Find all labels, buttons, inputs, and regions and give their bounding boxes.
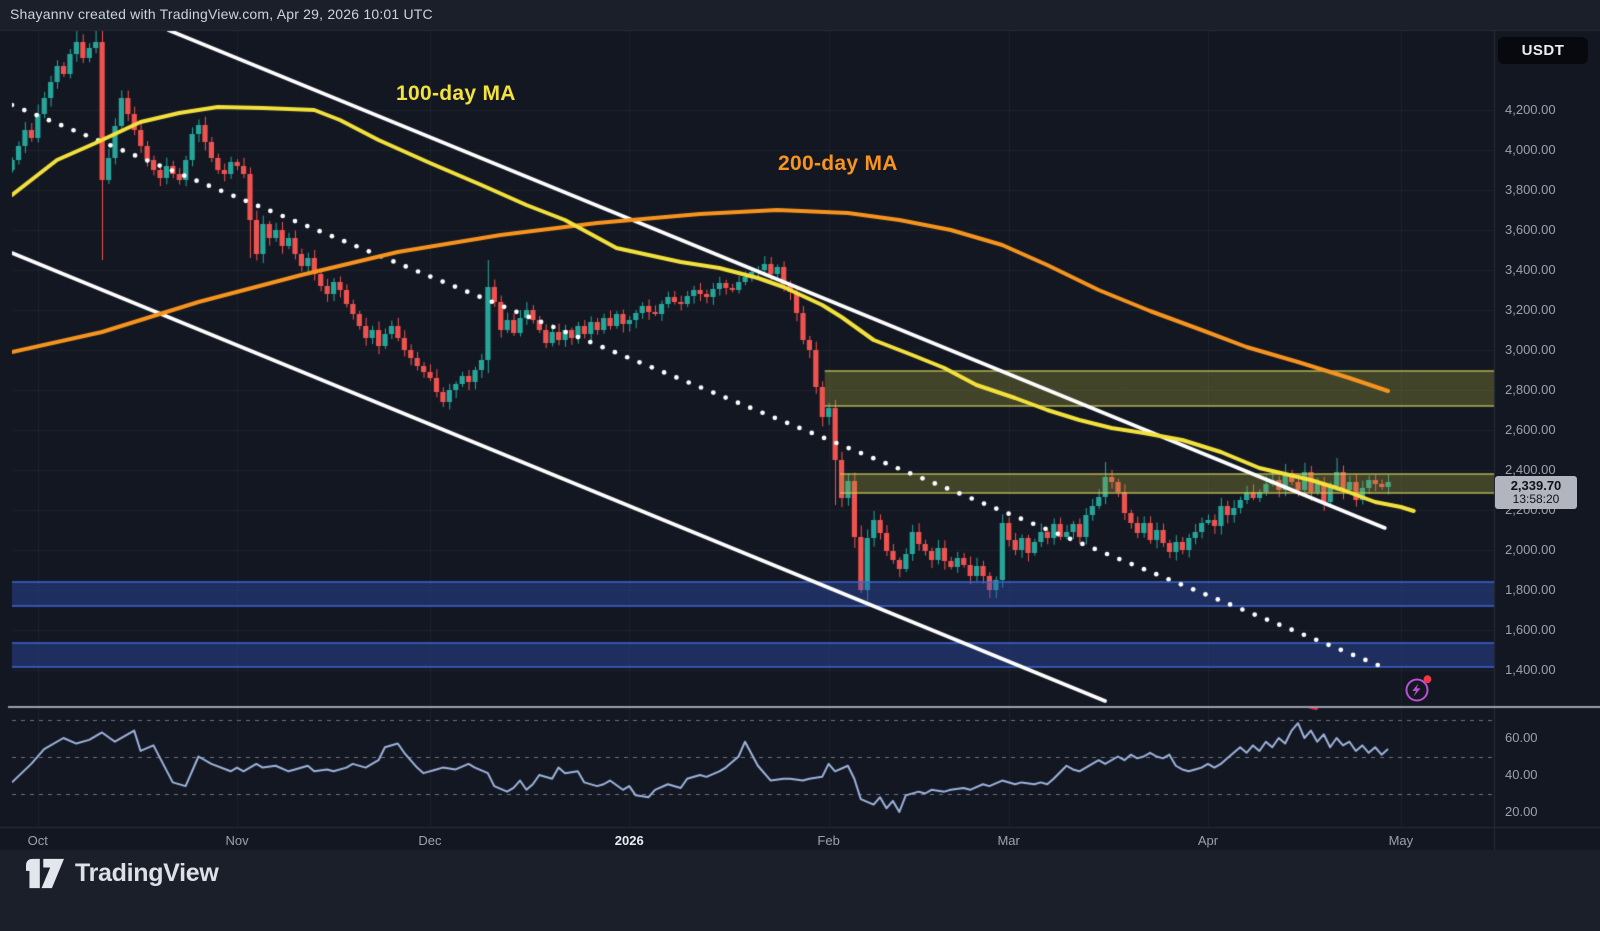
time-axis-label: Oct — [27, 833, 48, 848]
price-axis-label: 1,800.00 — [1505, 582, 1556, 597]
price-axis-label: 3,800.00 — [1505, 182, 1556, 197]
attribution-text: Shayannv created with TradingView.com, A… — [10, 6, 433, 22]
time-axis-label: Nov — [225, 833, 249, 848]
price-axis-label: 2,000.00 — [1505, 542, 1556, 557]
price-axis-label: 1,600.00 — [1505, 622, 1556, 637]
rsi-axis-label: 60.00 — [1505, 730, 1538, 745]
notification-dot — [1423, 675, 1432, 684]
lightning-icon[interactable] — [1402, 675, 1434, 705]
tradingview-logo-icon — [26, 858, 64, 889]
last-price-countdown: 13:58:20 — [1512, 492, 1560, 506]
rsi-axis-label: 40.00 — [1505, 767, 1538, 782]
price-axis-label: 1,400.00 — [1505, 662, 1556, 677]
last-price-value: 2,339.70 — [1510, 478, 1562, 493]
ma100-label: 100-day MA — [396, 82, 516, 105]
currency-toggle-button[interactable]: USDT — [1498, 37, 1588, 64]
time-axis-label: Dec — [418, 833, 442, 848]
price-axis-label: 2,800.00 — [1505, 382, 1556, 397]
tradingview-logo[interactable]: TradingView — [26, 858, 219, 889]
time-axis-label: Feb — [817, 833, 840, 848]
time-axis-label: Mar — [997, 833, 1020, 848]
tradingview-logo-text: TradingView — [75, 859, 219, 887]
time-axis-label: Apr — [1197, 833, 1219, 848]
price-axis-label: 2,400.00 — [1505, 462, 1556, 477]
price-axis-label: 4,000.00 — [1505, 142, 1556, 157]
price-axis-label: 3,200.00 — [1505, 302, 1556, 317]
price-axis-label: 3,000.00 — [1505, 342, 1556, 357]
price-axis-label: 3,400.00 — [1505, 262, 1556, 277]
price-axis-label: 2,600.00 — [1505, 422, 1556, 437]
time-axis-label: 2026 — [614, 833, 644, 848]
price-axis-label: 3,600.00 — [1505, 222, 1556, 237]
ma200-label: 200-day MA — [778, 152, 898, 175]
time-axis-label: May — [1388, 833, 1414, 848]
price-axis-label: 4,200.00 — [1505, 102, 1556, 117]
last-price-badge: 2,339.70 13:58:20 — [1495, 476, 1577, 509]
rsi-axis-label: 20.00 — [1505, 804, 1538, 819]
